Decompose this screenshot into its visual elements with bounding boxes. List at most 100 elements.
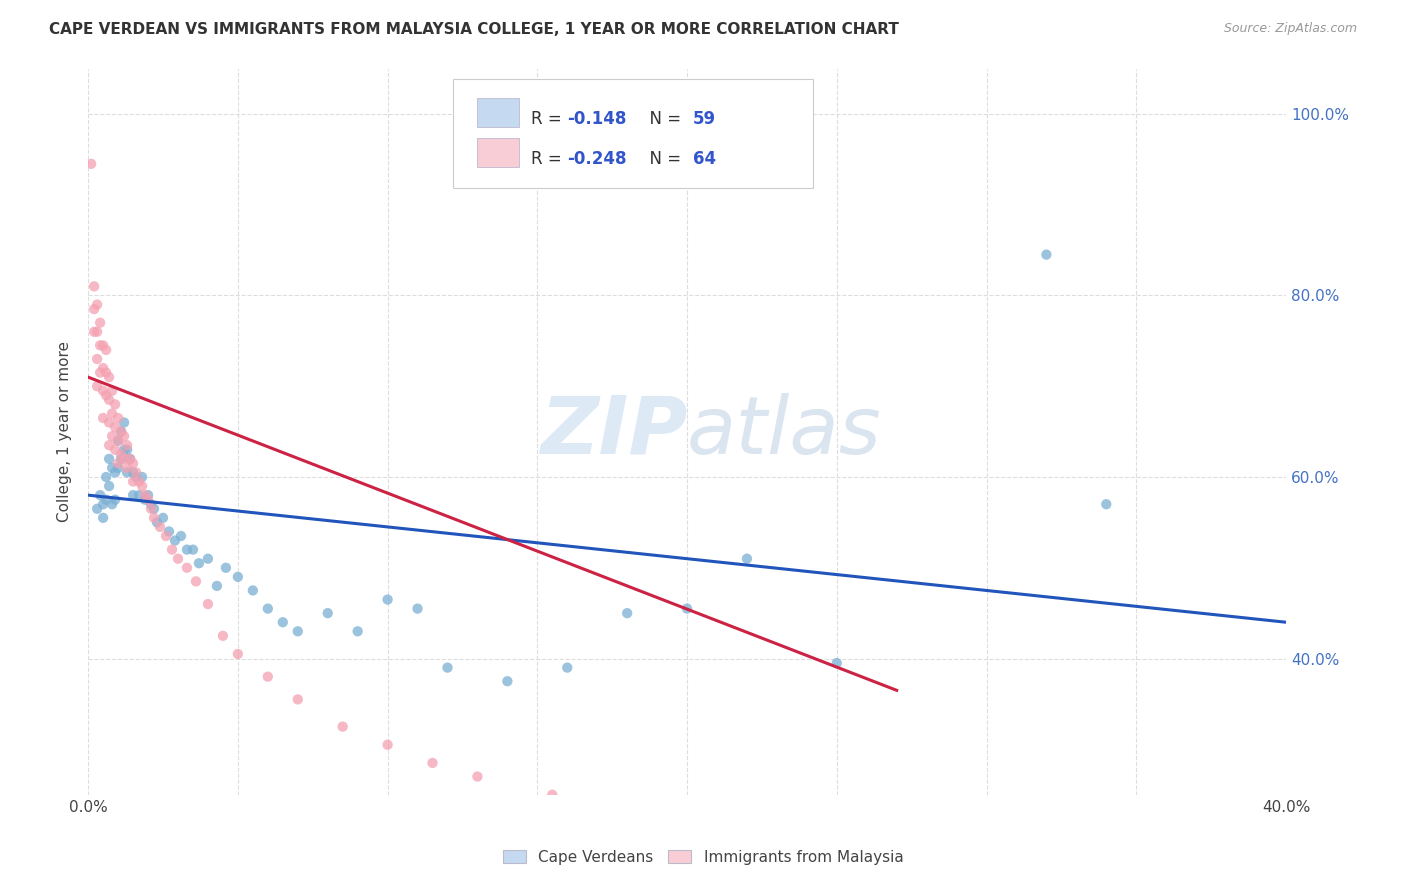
Point [107,434,129,448]
Text: N =: N = [640,150,686,169]
Point [242,583,264,598]
Point [735,551,758,566]
Point [226,647,249,661]
Point [98,438,121,452]
Point [555,660,578,674]
Point [146,516,169,530]
Point [112,416,135,430]
Point [91,497,114,511]
Point [98,392,121,407]
Point [98,416,121,430]
Point [120,451,142,466]
Point [197,551,219,566]
Point [1035,247,1057,261]
Point [170,529,193,543]
Text: CAPE VERDEAN VS IMMIGRANTS FROM MALAYSIA COLLEGE, 1 YEAR OR MORE CORRELATION CHA: CAPE VERDEAN VS IMMIGRANTS FROM MALAYSIA… [49,22,898,37]
Point [377,738,399,752]
Point [128,475,150,489]
Point [316,606,339,620]
Point [94,470,117,484]
Point [86,351,108,366]
Point [107,461,129,475]
Point [134,488,156,502]
Point [86,325,108,339]
Point [107,434,129,448]
Point [89,316,111,330]
Point [616,805,638,820]
Point [676,601,699,615]
Point [94,492,117,507]
Point [98,479,121,493]
Point [115,442,138,457]
Point [188,556,211,570]
Text: N =: N = [640,111,686,128]
Point [91,411,114,425]
Point [212,629,235,643]
Point [136,488,159,502]
Text: R =: R = [531,111,568,128]
Point [436,660,458,674]
Point [256,601,278,615]
Point [139,497,162,511]
Point [104,492,127,507]
Point [98,451,121,466]
Text: ZIP: ZIP [540,392,688,471]
Point [110,425,132,439]
Point [83,279,105,293]
Point [125,470,148,484]
Point [125,466,148,480]
Point [86,379,108,393]
Point [226,570,249,584]
Point [110,447,132,461]
Point [94,366,117,380]
Point [205,579,228,593]
Point [271,615,294,630]
Point [176,542,198,557]
Point [377,592,399,607]
Point [155,529,177,543]
Point [104,466,127,480]
Point [115,466,138,480]
Point [197,597,219,611]
FancyBboxPatch shape [478,97,519,127]
Point [94,388,117,402]
Point [83,325,105,339]
Point [89,366,111,380]
Point [91,511,114,525]
Point [184,574,207,589]
Text: Source: ZipAtlas.com: Source: ZipAtlas.com [1223,22,1357,36]
Legend: Cape Verdeans, Immigrants from Malaysia: Cape Verdeans, Immigrants from Malaysia [496,844,910,871]
Point [122,466,145,480]
Point [139,501,162,516]
Point [91,361,114,376]
Point [152,511,174,525]
Point [112,442,135,457]
Point [86,297,108,311]
Point [101,407,124,421]
Point [160,542,183,557]
Point [149,520,172,534]
Point [122,475,145,489]
FancyBboxPatch shape [454,79,813,188]
Point [110,425,132,439]
Point [91,384,114,398]
Point [131,479,153,493]
Point [134,492,156,507]
Point [406,601,429,615]
Point [122,456,145,470]
Point [616,606,638,620]
Point [107,456,129,470]
Point [101,461,124,475]
Point [176,561,198,575]
Point [91,338,114,352]
Point [422,756,444,770]
Point [86,501,108,516]
Point [496,674,519,689]
Point [80,157,103,171]
FancyBboxPatch shape [478,137,519,167]
Point [541,788,564,802]
Point [287,692,309,706]
Point [136,492,159,507]
Point [107,411,129,425]
Point [167,551,190,566]
